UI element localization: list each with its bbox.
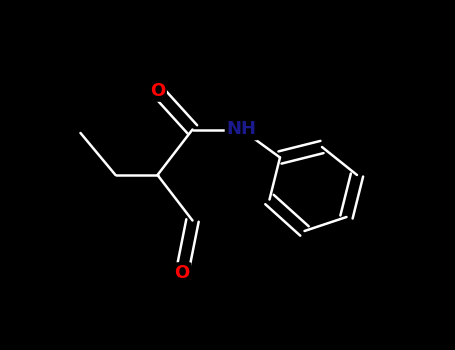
Text: O: O <box>174 264 190 282</box>
Text: NH: NH <box>227 120 257 139</box>
Text: NH: NH <box>227 120 257 139</box>
Text: O: O <box>150 82 165 100</box>
Text: O: O <box>150 82 165 100</box>
Text: O: O <box>174 264 190 282</box>
